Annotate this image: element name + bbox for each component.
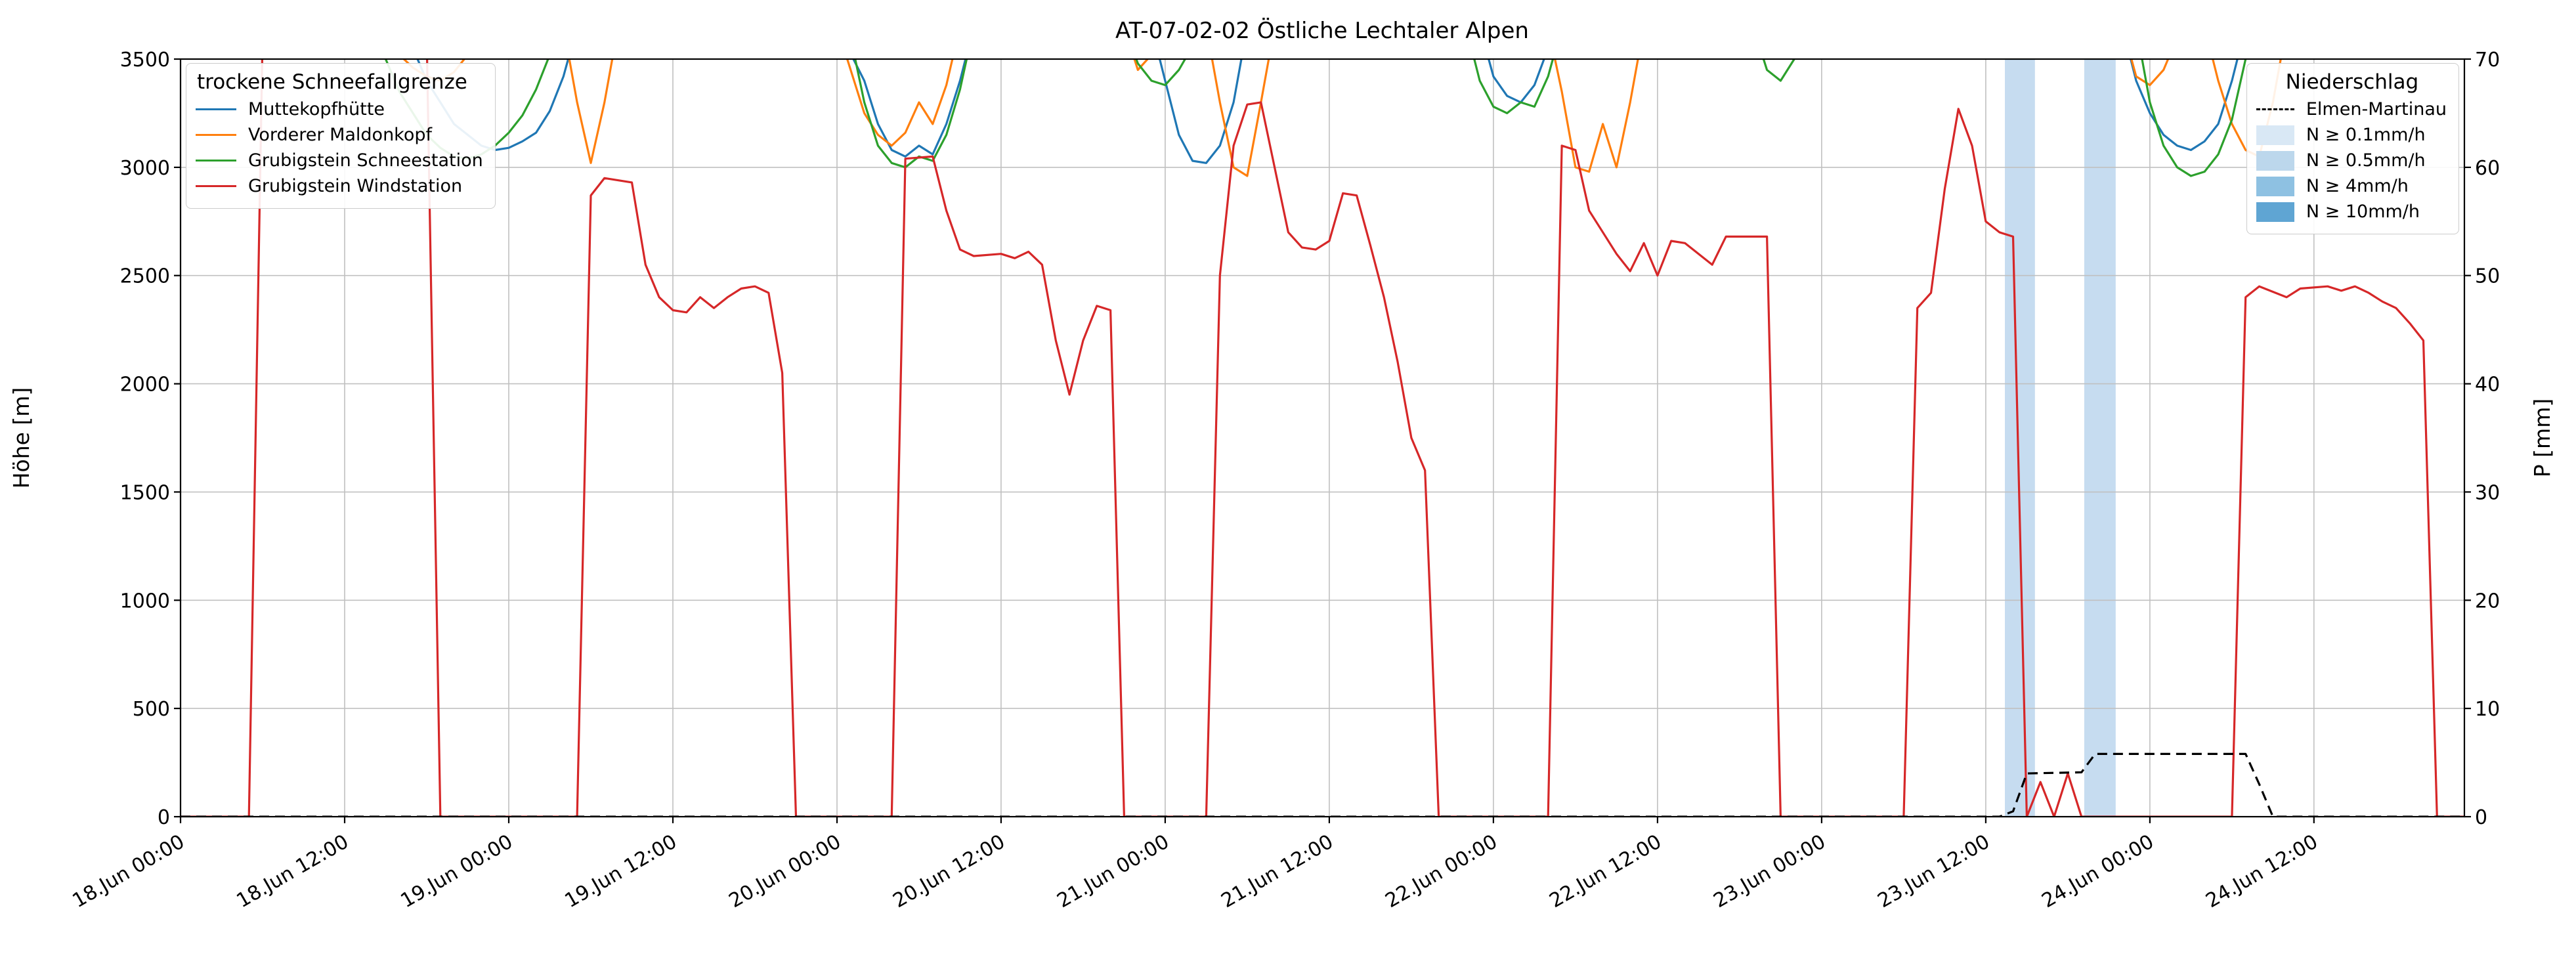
legend-entry-elmen-martinau: Elmen-Martinau <box>2256 99 2447 119</box>
legend-entry-label: Vorderer Maldonkopf <box>248 125 433 145</box>
series-elmen-martinau <box>181 752 2464 817</box>
y-left-tick-label: 1500 <box>120 481 170 504</box>
line-swatch-orange-icon <box>196 134 236 136</box>
legend-entry-label: N ≥ 0.1mm/h <box>2306 125 2426 145</box>
x-tick-label: 22.Jun 12:00 <box>1545 830 1665 913</box>
legend-entry-grubigstein-windstation: Grubigstein Windstation <box>196 176 483 196</box>
x-tick-label: 23.Jun 12:00 <box>1874 830 1994 913</box>
line-swatch-blue-icon <box>196 108 236 110</box>
y-left-tick-label: 2000 <box>120 374 170 397</box>
precip-patch-10-icon <box>2256 202 2294 222</box>
precip-patch-0-5-icon <box>2256 150 2294 171</box>
x-tick-label: 24.Jun 12:00 <box>2202 830 2322 913</box>
legend-entry-muttekopfhuette: Muttekopfhütte <box>196 99 483 119</box>
legend-entry-label: Grubigstein Windstation <box>248 176 463 196</box>
y-right-tick-label: 50 <box>2475 265 2500 288</box>
precip-band <box>2084 59 2116 817</box>
legend-entry-label: N ≥ 10mm/h <box>2306 202 2420 222</box>
x-tick-label: 21.Jun 00:00 <box>1053 830 1173 913</box>
x-tick-label: 21.Jun 12:00 <box>1217 830 1337 913</box>
y-right-tick-label: 60 <box>2475 157 2500 180</box>
series-grubigstein-schneestation <box>384 59 2247 177</box>
y-axis-label-right: P [mm] <box>2529 398 2555 477</box>
x-tick-label: 18.Jun 12:00 <box>232 830 353 913</box>
legend-entry-label: N ≥ 4mm/h <box>2306 176 2409 196</box>
legend-entry-n-4: N ≥ 4mm/h <box>2256 176 2447 196</box>
precip-patch-4-icon <box>2256 176 2294 196</box>
x-tick-label: 19.Jun 00:00 <box>397 830 517 913</box>
legend-snowline: trockene Schneefallgrenze Muttekopfhütte… <box>186 63 496 209</box>
legend-entry-grubigstein-schneestation: Grubigstein Schneestation <box>196 150 483 171</box>
legend-entry-label: Elmen-Martinau <box>2306 99 2447 119</box>
line-swatch-red-icon <box>196 185 236 187</box>
plot-frame <box>179 58 2466 818</box>
x-tick-label: 22.Jun 00:00 <box>1381 830 1501 913</box>
dashed-line-swatch-icon <box>2256 108 2294 110</box>
x-tick-label: 18.Jun 00:00 <box>68 830 188 913</box>
x-tick-label: 23.Jun 00:00 <box>1709 830 1830 913</box>
x-tick-label: 20.Jun 00:00 <box>725 830 845 913</box>
legend-entry-vorderer-maldonkopf: Vorderer Maldonkopf <box>196 125 483 145</box>
y-left-tick-label: 1000 <box>120 590 170 613</box>
y-left-tick-label: 3000 <box>120 157 170 180</box>
y-right-tick-label: 40 <box>2475 374 2500 397</box>
legend-entry-n-10: N ≥ 10mm/h <box>2256 202 2447 222</box>
y-left-tick-label: 500 <box>133 698 170 721</box>
y-axis-label-left: Höhe [m] <box>9 387 34 489</box>
chart-title: AT-07-02-02 Östliche Lechtaler Alpen <box>1115 17 1529 44</box>
line-swatch-green-icon <box>196 160 236 162</box>
legend-precip-title: Niederschlag <box>2285 70 2419 94</box>
series-vorderer-maldonkopf <box>402 59 2282 177</box>
legend-entry-label: Muttekopfhütte <box>248 99 385 119</box>
precip-band <box>2005 59 2035 817</box>
legend-entry-label: N ≥ 0.5mm/h <box>2306 150 2426 171</box>
legend-entry-n-0-1: N ≥ 0.1mm/h <box>2256 125 2447 145</box>
legend-precip: Niederschlag Elmen-Martinau N ≥ 0.1mm/h … <box>2246 63 2459 234</box>
y-right-tick-label: 10 <box>2475 698 2500 721</box>
series-grubigstein-windstation <box>181 59 2464 817</box>
y-left-tick-label: 0 <box>158 806 170 829</box>
legend-snowline-title: trockene Schneefallgrenze <box>197 70 467 94</box>
legend-entry-n-0-5: N ≥ 0.5mm/h <box>2256 150 2447 171</box>
y-right-tick-label: 30 <box>2475 481 2500 504</box>
x-tick-label: 19.Jun 12:00 <box>561 830 681 913</box>
y-right-tick-label: 70 <box>2475 49 2500 72</box>
y-left-tick-label: 3500 <box>120 49 170 72</box>
series-muttekopfh-tte <box>416 59 2239 164</box>
precip-patch-0-1-icon <box>2256 125 2294 145</box>
x-tick-label: 24.Jun 00:00 <box>2038 830 2158 913</box>
y-right-tick-label: 0 <box>2475 806 2487 829</box>
y-right-tick-label: 20 <box>2475 590 2500 613</box>
x-tick-label: 20.Jun 12:00 <box>889 830 1009 913</box>
legend-entry-label: Grubigstein Schneestation <box>248 150 483 171</box>
y-left-tick-label: 2500 <box>120 265 170 288</box>
